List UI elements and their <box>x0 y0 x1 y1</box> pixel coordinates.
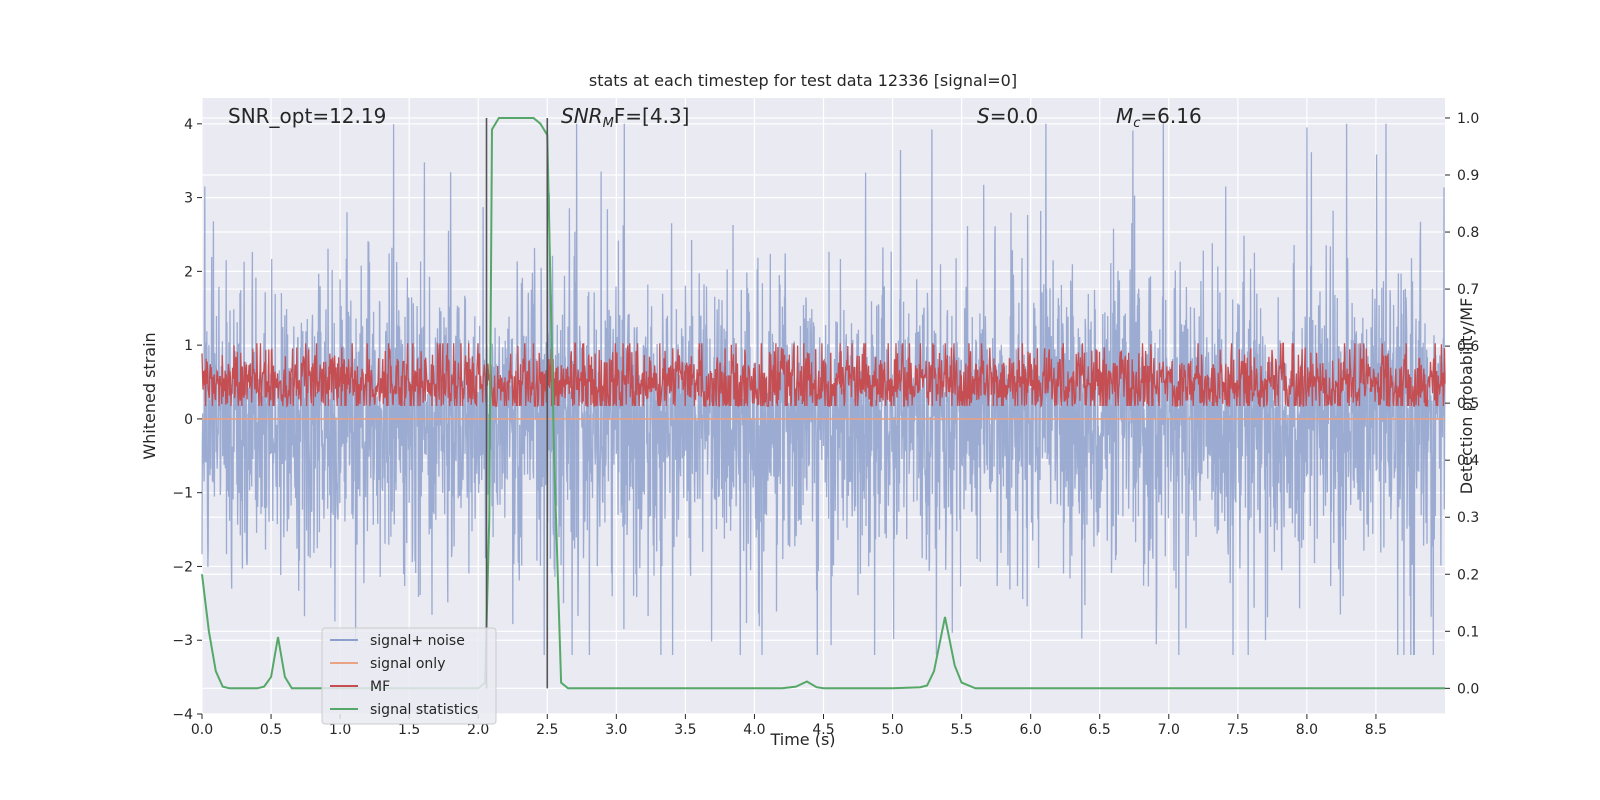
signal-statistics-series <box>201 117 1445 690</box>
y-tick-label-0: 4 <box>184 117 193 133</box>
y-tick-label-5: −1 <box>172 486 193 502</box>
vertical-markers <box>485 117 549 689</box>
y-tick-label-3: 1 <box>184 338 193 354</box>
y2-tick-label-10: 0.0 <box>1457 681 1479 697</box>
x-tick-label-16: 8.0 <box>1296 722 1318 738</box>
y2-axis-label: Detection probability/MF <box>1457 298 1476 495</box>
x-tick-label-5: 2.5 <box>536 722 558 738</box>
legend-label-signal-only: signal only <box>370 656 445 672</box>
legend-label-signal-noise: signal+ noise <box>370 633 465 649</box>
x-tick-label-6: 3.0 <box>605 722 627 738</box>
legend: signal+ noise signal only MF signal stat… <box>321 627 497 725</box>
legend-box <box>321 627 497 725</box>
x-tick-label-10: 5.0 <box>881 722 903 738</box>
y-tick-label-7: −3 <box>172 633 193 649</box>
signal-statistics-line <box>201 117 1445 690</box>
legend-label-signal-statistics: signal statistics <box>370 702 478 718</box>
mf-series <box>201 342 1446 408</box>
legend-label-mf: MF <box>370 679 390 695</box>
y2-tick-label-2: 0.8 <box>1457 225 1479 241</box>
y2-tick-label-3: 0.7 <box>1457 282 1479 298</box>
annotation-snr-mf: SNRMF=[4.3] <box>561 104 689 131</box>
annotation-snr-mf-rest: F=[4.3] <box>614 104 690 128</box>
x-tick-label-8: 4.0 <box>743 722 765 738</box>
annotation-mc: Mc=6.16 <box>1116 104 1202 131</box>
annotation-snr-mf-sub: M <box>603 116 614 131</box>
mf-line <box>201 342 1446 408</box>
annotation-snr-mf-main: SNR <box>561 104 603 128</box>
annotation-s-main: S <box>977 104 990 128</box>
y-tick-label-4: 0 <box>184 412 193 428</box>
annotation-s-rest: =0.0 <box>990 104 1039 128</box>
y-tick-label-2: 2 <box>184 264 193 280</box>
x-tick-label-13: 6.5 <box>1089 722 1111 738</box>
annotation-mc-rest: =6.16 <box>1140 104 1201 128</box>
y2-tick-label-5: 0.5 <box>1457 396 1479 412</box>
y-axis-ticks: 4 3 2 1 0 −1 −2 −3 −4 <box>172 117 202 723</box>
x-tick-label-3: 1.5 <box>398 722 420 738</box>
x-tick-label-4: 2.0 <box>467 722 489 738</box>
y2-tick-label-8: 0.2 <box>1457 567 1479 583</box>
x-axis-label: Time (s) <box>769 730 835 749</box>
x-tick-label-12: 6.0 <box>1020 722 1042 738</box>
x-tick-label-14: 7.0 <box>1158 722 1180 738</box>
annotation-mc-main: M <box>1116 104 1133 128</box>
x-tick-label-2: 1.0 <box>329 722 351 738</box>
x-axis-ticks: 0.0 0.5 1.0 1.5 2.0 2.5 3.0 3.5 4.0 4.5 5.0 5.5 6.0 6… <box>191 714 1387 738</box>
signal-noise-line <box>201 123 1446 656</box>
x-tick-label-11: 5.5 <box>950 722 972 738</box>
y2-tick-label-6: 0.4 <box>1457 453 1479 469</box>
x-tick-label-7: 3.5 <box>674 722 696 738</box>
y2-axis-ticks: 1.0 0.9 0.8 0.7 0.6 0.5 0.4 0.3 0.2 0.1 0.0 <box>1445 111 1479 697</box>
y-tick-label-8: −4 <box>172 707 193 723</box>
x-tick-label-0: 0.0 <box>191 722 213 738</box>
x-tick-label-15: 7.5 <box>1227 722 1249 738</box>
y-tick-label-1: 3 <box>184 191 193 207</box>
y2-tick-label-1: 0.9 <box>1457 168 1479 184</box>
x-tick-label-17: 8.5 <box>1365 722 1387 738</box>
y2-tick-label-7: 0.3 <box>1457 510 1479 526</box>
annotation-s: S=0.0 <box>977 104 1038 128</box>
y2-tick-label-9: 0.1 <box>1457 624 1479 640</box>
y-axis-label: Whitened strain <box>140 332 159 459</box>
y2-tick-label-4: 0.6 <box>1457 339 1479 355</box>
chart-title: stats at each timestep for test data 123… <box>589 71 1017 90</box>
x-tick-label-9: 4.5 <box>812 722 834 738</box>
y-tick-label-6: −2 <box>172 559 193 575</box>
y2-tick-label-0: 1.0 <box>1457 111 1479 127</box>
annotation-mc-sub: c <box>1133 116 1140 131</box>
annotation-snr-opt: SNR_opt=12.19 <box>228 104 386 128</box>
x-tick-label-1: 0.5 <box>260 722 282 738</box>
signal-noise-series <box>201 123 1446 656</box>
